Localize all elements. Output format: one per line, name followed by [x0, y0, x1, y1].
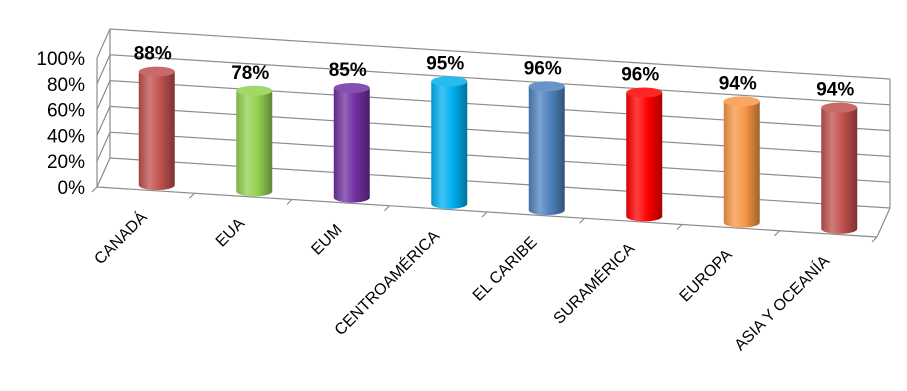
chart-data-labels: 88% 78% 85% 95% 96% 96% 94% 94%	[134, 44, 855, 101]
data-label: 96%	[621, 65, 659, 86]
bar	[626, 87, 663, 222]
category-label: CENTROAMÉRICA	[330, 226, 443, 339]
data-label: 96%	[524, 58, 562, 79]
bar	[333, 82, 370, 203]
bar	[431, 76, 468, 209]
data-label: 78%	[231, 63, 269, 84]
bar	[528, 81, 565, 216]
y-tick-label: 0%	[58, 178, 86, 199]
y-axis-tick-labels: 0% 20% 40% 60% 80% 100%	[36, 49, 85, 199]
category-label: EUROPA	[677, 246, 736, 305]
data-label: 85%	[329, 60, 367, 81]
category-label: EUA	[213, 215, 249, 251]
y-tick-label: 20%	[47, 152, 85, 173]
category-label: EUM	[308, 221, 345, 258]
data-label: 94%	[719, 73, 757, 94]
y-tick-label: 60%	[47, 101, 85, 122]
bar	[138, 66, 175, 191]
data-label: 94%	[816, 80, 854, 101]
bar	[236, 85, 273, 197]
data-label: 95%	[426, 53, 464, 74]
data-label: 88%	[134, 44, 172, 65]
y-tick-label: 100%	[36, 49, 85, 70]
y-tick-label: 80%	[47, 75, 85, 96]
chart-gridlines	[91, 28, 891, 243]
category-label: EL CARIBE	[470, 234, 541, 305]
chart-bars	[138, 66, 858, 234]
category-label: SURAMÉRICA	[549, 239, 638, 328]
y-tick-label: 40%	[47, 126, 85, 147]
category-label: CANADÁ	[90, 207, 151, 268]
category-label: ASIA Y OCEANÍA	[730, 251, 833, 354]
bar	[821, 102, 858, 234]
bar	[723, 96, 760, 228]
